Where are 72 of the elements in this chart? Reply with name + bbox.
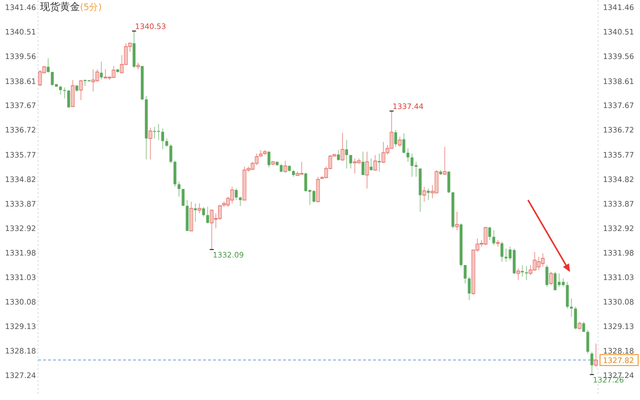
- candlestick: [406, 148, 410, 162]
- candlestick: [132, 30, 136, 68]
- candlestick: [268, 151, 270, 168]
- candlestick: [178, 181, 180, 198]
- candlestick: [161, 128, 164, 150]
- chart-title: 现货黄金: [40, 1, 80, 13]
- candlestick: [210, 208, 214, 250]
- candlestick: [464, 264, 467, 284]
- candlestick: [202, 206, 205, 218]
- candlestick: [337, 150, 340, 162]
- candlestick: [500, 241, 504, 262]
- candlestick: [566, 281, 569, 310]
- candlestick: [182, 188, 185, 206]
- candlestick: [504, 248, 508, 262]
- candlestick: [283, 160, 288, 174]
- candlestick: [540, 252, 545, 268]
- candlestick: [414, 161, 418, 178]
- candlestick: [365, 151, 369, 189]
- candlestick: [100, 61, 103, 80]
- candlestick: [545, 264, 548, 288]
- candlestick: [525, 266, 528, 281]
- candlestick: [532, 251, 536, 272]
- candlestick: [382, 141, 386, 164]
- candlestick: [189, 201, 194, 232]
- candlestick: [549, 271, 553, 286]
- candlestick: [574, 306, 577, 330]
- candlestick: [426, 188, 430, 201]
- candlestick: [398, 136, 402, 148]
- candlestick: [238, 196, 242, 207]
- candlestick: [536, 256, 541, 270]
- candlestick: [157, 123, 160, 141]
- candlestick: [570, 298, 573, 318]
- candlestick: [174, 160, 176, 188]
- candlestick: [455, 211, 459, 231]
- candlestick: [370, 158, 373, 172]
- candlestick: [67, 90, 70, 108]
- candlestick: [394, 129, 398, 148]
- candlestick: [520, 264, 524, 278]
- candlestick: [402, 132, 406, 154]
- candlestick: [422, 186, 426, 202]
- candlestick: [373, 154, 378, 172]
- candlestick: [198, 202, 202, 214]
- candlestick: [594, 342, 598, 368]
- candlestick: [410, 152, 414, 178]
- candlestick: [169, 143, 172, 164]
- candlestick: [95, 68, 100, 82]
- chart-subtitle: (5分): [80, 2, 102, 13]
- candlestick: [148, 127, 152, 160]
- candlestick: [312, 189, 316, 203]
- candlestick: [554, 271, 557, 291]
- candlestick: [316, 176, 320, 203]
- candlestick: [345, 140, 348, 170]
- candlestick: [254, 152, 259, 166]
- candlestick: [362, 151, 364, 176]
- candlestick: [91, 68, 96, 92]
- candlestick: [300, 161, 304, 175]
- candlestick: [590, 351, 594, 376]
- candlestick: [558, 272, 561, 288]
- candlestick: [378, 152, 381, 172]
- candlestick: [70, 79, 75, 108]
- candlestick: [153, 126, 156, 139]
- candlestick: [242, 166, 246, 201]
- candlestick: [38, 70, 42, 86]
- candlestick: [79, 79, 83, 101]
- candlestick: [206, 206, 210, 224]
- candlestick: [340, 132, 344, 162]
- candlestick: [484, 226, 488, 246]
- candlestick: [230, 186, 234, 204]
- candlestick: [516, 268, 520, 281]
- candlestick: [112, 66, 116, 78]
- candlestick: [442, 146, 447, 176]
- candlestick: [488, 226, 492, 240]
